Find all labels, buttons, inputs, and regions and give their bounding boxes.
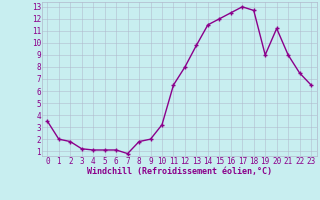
X-axis label: Windchill (Refroidissement éolien,°C): Windchill (Refroidissement éolien,°C) (87, 167, 272, 176)
